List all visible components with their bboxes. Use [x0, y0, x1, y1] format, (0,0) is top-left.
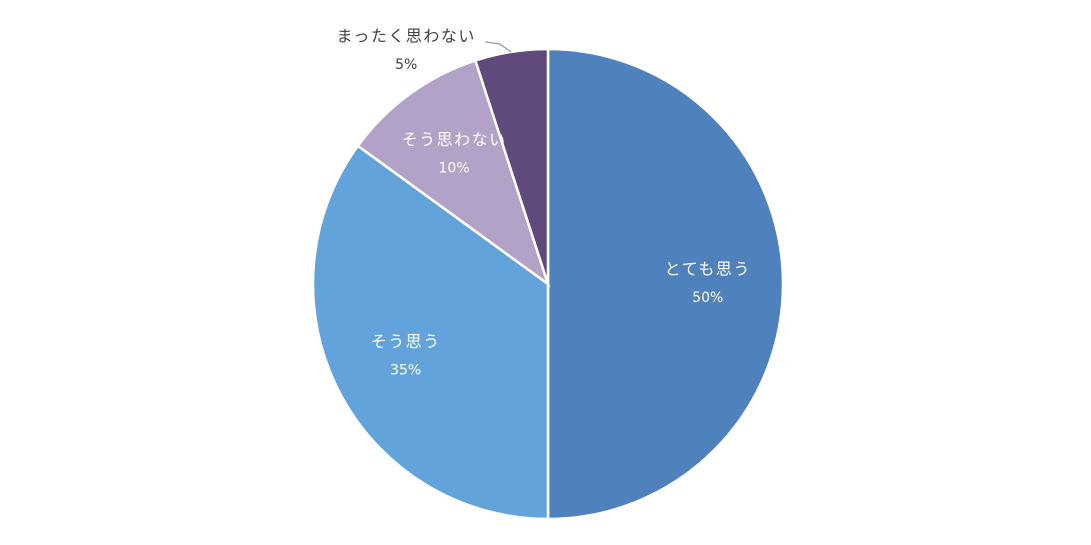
- pie-slice: [546, 47, 785, 521]
- slice-label: そう思わない: [402, 130, 507, 149]
- slice-value-label: 50%: [692, 290, 723, 306]
- slice-value-label: 10%: [439, 161, 470, 177]
- slice-label: とても思う: [665, 260, 751, 279]
- leader-line: [485, 41, 512, 53]
- slice-value-label: 35%: [390, 363, 421, 379]
- slice-label: まったく思わない: [337, 26, 476, 45]
- slice-label: そう思う: [371, 332, 441, 351]
- pie-slice: [311, 144, 550, 521]
- slice-value-label: 5%: [395, 57, 417, 73]
- pie-slice: [356, 58, 551, 288]
